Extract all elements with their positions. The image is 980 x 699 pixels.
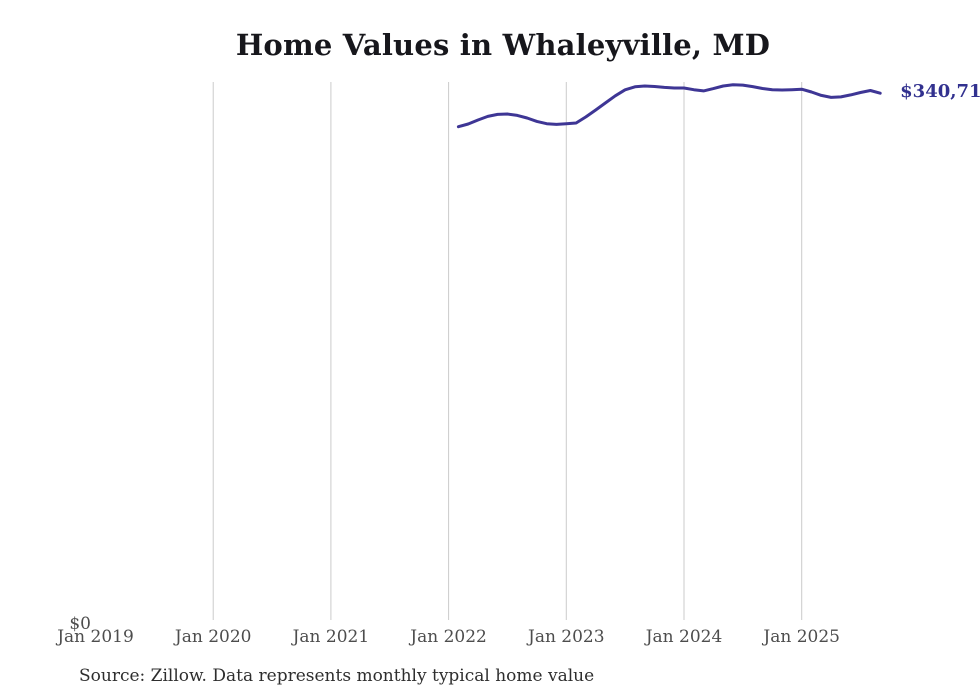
- x-axis-label: Jan 2021: [291, 627, 370, 647]
- x-axis-label: Jan 2024: [644, 627, 723, 647]
- source-note: Source: Zillow. Data represents monthly …: [79, 666, 595, 686]
- x-axis-label: Jan 2019: [55, 627, 134, 647]
- chart-title: Home Values in Whaleyville, MD: [235, 28, 771, 62]
- y-axis-zero-label: $0: [69, 614, 91, 634]
- x-axis-label: Jan 2022: [408, 627, 487, 647]
- latest-value-label: $340,713: [900, 81, 980, 102]
- x-axis-label: Jan 2020: [173, 627, 252, 647]
- x-axis-label: Jan 2023: [526, 627, 605, 647]
- home-value-line: [456, 83, 882, 129]
- x-axis-label: Jan 2025: [761, 627, 840, 647]
